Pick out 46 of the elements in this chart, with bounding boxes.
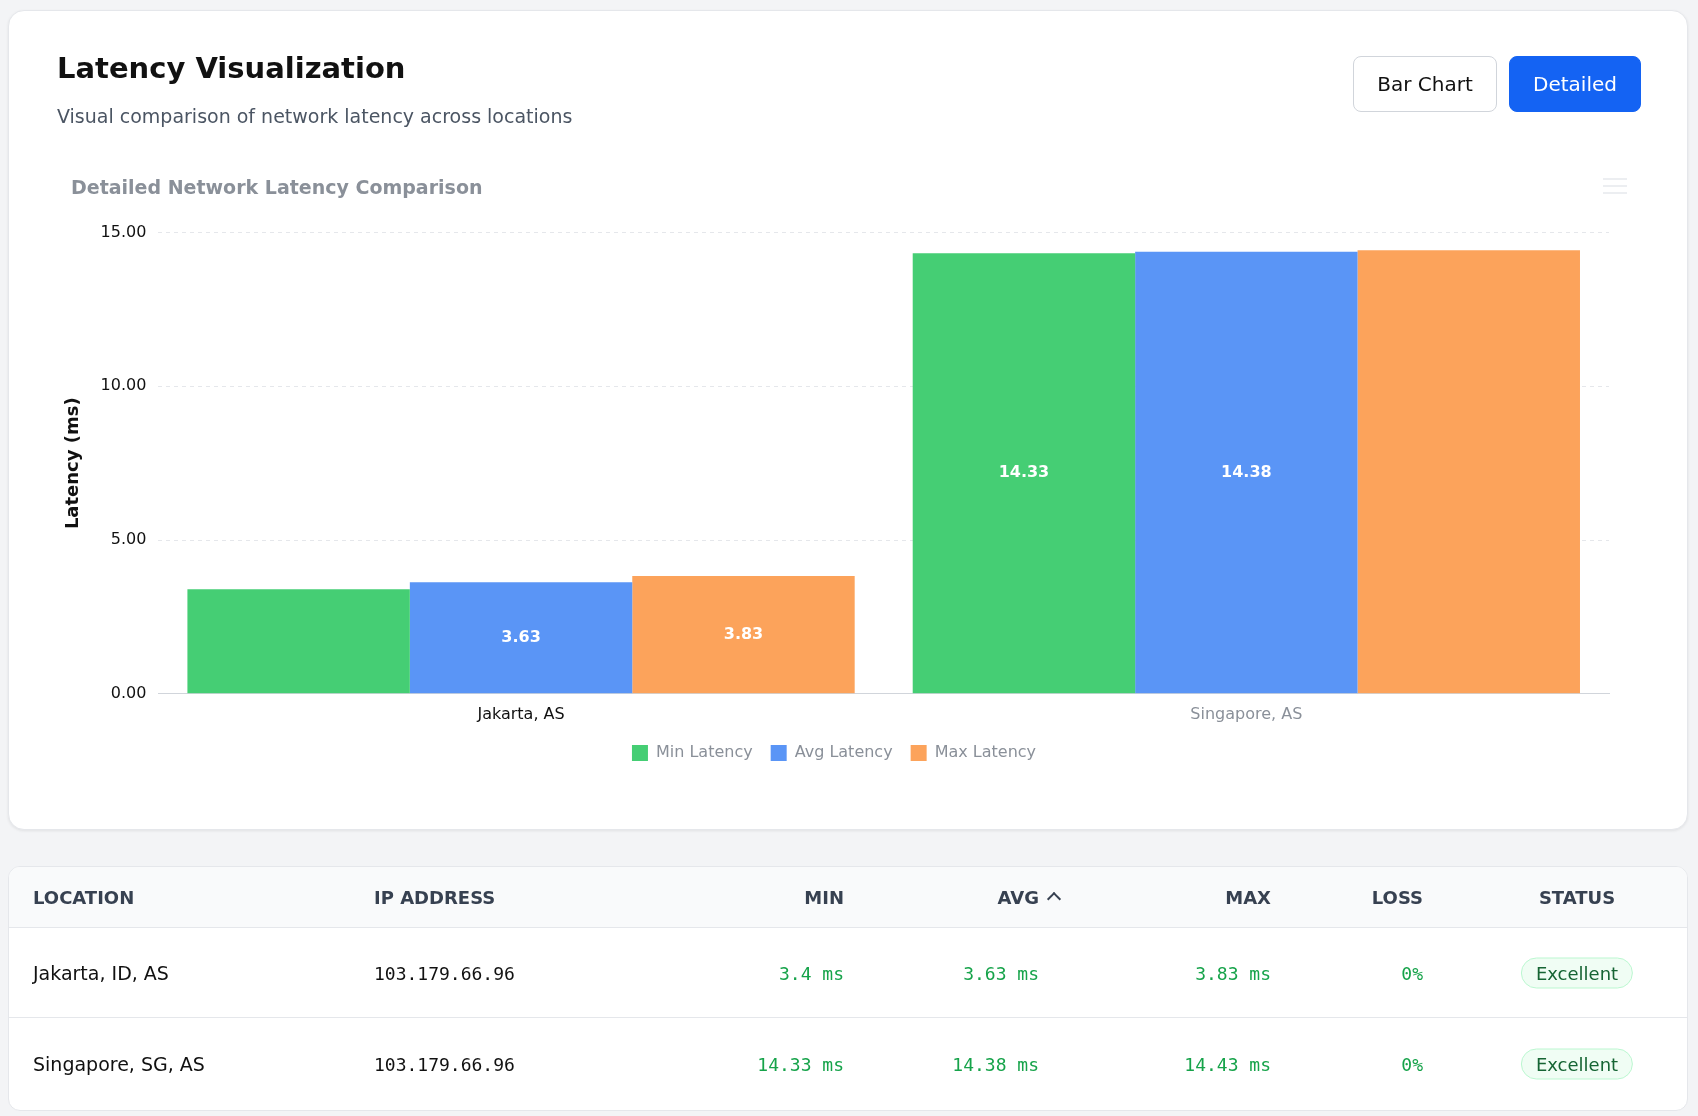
text: AVG (997, 886, 1039, 908)
text: 14.43 ms (1184, 1053, 1271, 1075)
legend-label: Avg Latency (794, 742, 893, 762)
x-tick-label: Singapore, AS (1190, 703, 1303, 723)
text: 14.33 ms (757, 1053, 844, 1075)
x-tick-label: Jakarta, AS (476, 703, 565, 723)
text: MAX (1225, 886, 1271, 908)
text: LOCATION (33, 886, 135, 908)
text: Detailed Network Latency Comparison (71, 176, 483, 198)
text: Detailed (1509, 56, 1641, 112)
data-label: 3.63 (501, 626, 541, 646)
text: Singapore, SG, AS (33, 1053, 205, 1075)
bar (632, 576, 855, 694)
text: 3.63 ms (963, 962, 1039, 984)
legend-label: Max Latency (934, 742, 1037, 762)
text: 0% (1401, 1053, 1423, 1075)
text: Jakarta, ID, AS (33, 962, 169, 984)
text: 103.179.66.96 (374, 1053, 515, 1075)
y-tick-label: 10.00 (100, 375, 147, 395)
bar (912, 253, 1136, 694)
text: Bar Chart (1353, 56, 1497, 112)
bar (1357, 250, 1580, 694)
text: Excellent (1520, 1048, 1634, 1080)
y-tick-label: 0.00 (110, 682, 147, 702)
data-label: 14.33 (998, 462, 1050, 482)
text: 0% (1401, 962, 1423, 984)
chart-title: Latency Visualization (57, 51, 406, 85)
data-label: 3.83 (723, 623, 764, 643)
legend-label: Min Latency (655, 742, 753, 762)
text: LOSS (1371, 886, 1423, 908)
text: 103.179.66.96 (374, 962, 515, 984)
y-tick-label: 15.00 (100, 221, 147, 241)
text: MIN (804, 886, 844, 908)
bar (187, 589, 410, 694)
y-tick-label: 5.00 (110, 529, 147, 549)
bar (1135, 251, 1358, 694)
bar (409, 582, 633, 694)
text: 3.4 ms (778, 962, 844, 984)
text: 3.83 ms (1195, 962, 1271, 984)
text: STATUS (1538, 886, 1616, 908)
text: 14.38 ms (952, 1053, 1039, 1075)
chart-subtitle: Visual comparison of network latency across locations (57, 105, 573, 127)
data-label: 14.38 (1221, 461, 1272, 481)
y-axis-title: Latency (ms) (61, 397, 83, 530)
text: IP ADDRESS (374, 886, 496, 908)
text: Excellent (1520, 957, 1634, 989)
